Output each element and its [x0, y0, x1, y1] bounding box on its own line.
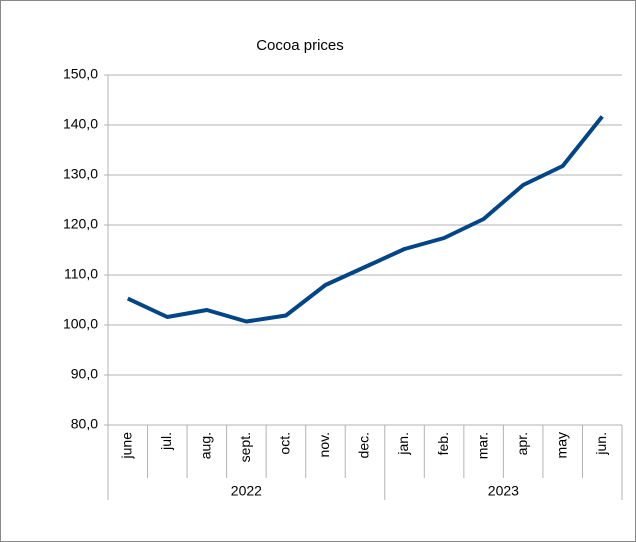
- x-tick-label: jan.: [395, 432, 411, 456]
- chart-title: Cocoa prices: [256, 37, 344, 54]
- x-tick-label: june: [118, 432, 134, 460]
- y-tick-label: 150,0: [63, 66, 98, 82]
- x-tick-label: aug.: [198, 432, 214, 459]
- group-label: 2022: [231, 483, 262, 499]
- x-tick-label: may: [553, 432, 569, 458]
- x-tick-label: jul.: [158, 432, 174, 451]
- y-tick-label: 100,0: [63, 316, 98, 332]
- group-label: 2023: [488, 483, 519, 499]
- x-tick-label: feb.: [435, 432, 451, 455]
- y-tick-label: 80,0: [71, 416, 98, 432]
- y-tick-label: 90,0: [71, 366, 98, 382]
- x-tick-label: oct.: [277, 432, 293, 455]
- y-tick-label: 110,0: [64, 266, 98, 282]
- x-tick-label: apr.: [514, 432, 530, 455]
- x-tick-label: jun.: [593, 432, 609, 456]
- y-tick-label: 120,0: [63, 216, 98, 232]
- y-tick-label: 140,0: [63, 116, 98, 132]
- x-tick-label: dec.: [356, 432, 372, 458]
- data-line: [126, 115, 604, 324]
- x-tick-label: mar.: [474, 432, 490, 459]
- y-tick-label: 130,0: [63, 166, 98, 182]
- x-tick-label: sept.: [237, 432, 253, 462]
- x-tick-label: nov.: [316, 432, 332, 457]
